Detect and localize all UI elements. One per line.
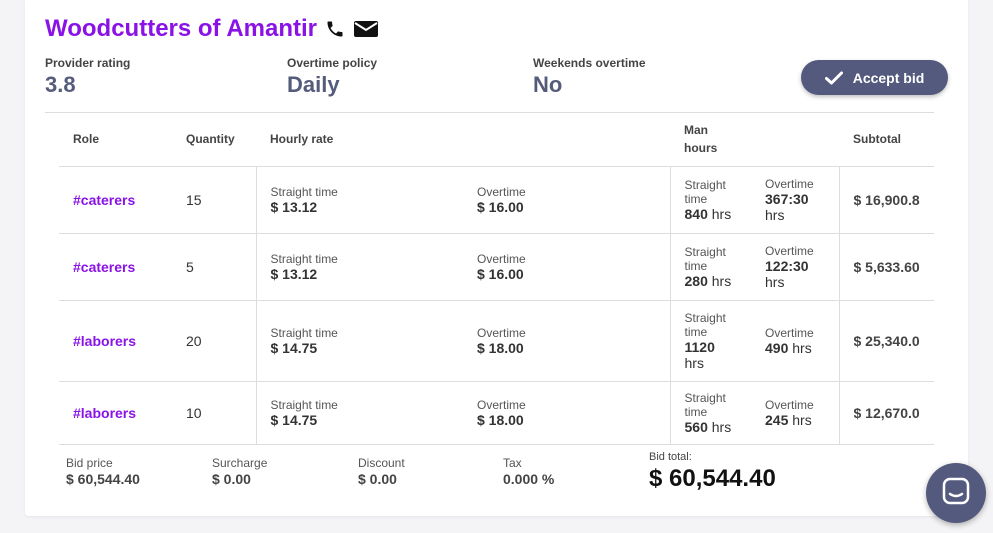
- quantity: 20: [186, 332, 202, 349]
- overtime-policy: Overtime policy Daily: [287, 56, 377, 98]
- role-link[interactable]: #laborers: [73, 332, 137, 349]
- bid-total-label: Bid total:: [649, 451, 692, 463]
- chat-icon: [941, 476, 971, 511]
- overtime-label: Overtime: [477, 325, 526, 340]
- mh-overtime-value: 245 hrs: [765, 411, 812, 428]
- role-link[interactable]: #caterers: [73, 258, 136, 275]
- mh-straight-value: 1120 hrs: [684, 338, 715, 371]
- row-subtotal: $ 12,670.0: [853, 404, 920, 421]
- straight-time-rate: $ 13.12: [270, 265, 318, 282]
- header-man-hours-line2: hours: [684, 141, 718, 156]
- surcharge-value: $ 0.00: [212, 471, 251, 487]
- provider-header: Woodcutters of Amantir: [45, 14, 379, 44]
- provider-rating-label: Provider rating: [45, 56, 131, 70]
- straight-time-label: Straight time: [270, 184, 338, 199]
- mh-straight-value: 840 hrs: [684, 205, 732, 222]
- straight-time-rate: $ 14.75: [270, 411, 318, 428]
- weekends-overtime-label: Weekends overtime: [533, 56, 646, 70]
- mh-overtime-value: 367:30 hrs: [765, 190, 809, 223]
- straight-time-label: Straight time: [270, 251, 338, 266]
- bid-table: Role Quantity Hourly rate Man hours Subt…: [59, 113, 934, 445]
- divider: [45, 112, 934, 113]
- bid-price: Bid price $ 60,544.40: [66, 456, 140, 487]
- provider-rating: Provider rating 3.8: [45, 56, 130, 98]
- quantity: 10: [186, 404, 202, 421]
- provider-name[interactable]: Woodcutters of Amantir: [45, 15, 318, 42]
- bid-total-value: $ 60,544.40: [649, 465, 776, 492]
- quantity: 15: [186, 191, 202, 208]
- mh-overtime-label: Overtime: [765, 325, 814, 340]
- quantity: 5: [186, 258, 194, 275]
- header-hourly-rate: Hourly rate: [270, 132, 334, 147]
- role-link[interactable]: #laborers: [73, 404, 137, 421]
- overtime-label: Overtime: [477, 251, 526, 266]
- envelope-icon[interactable]: [353, 19, 379, 39]
- header-man-hours: Man hours: [670, 113, 839, 166]
- bid-price-label: Bid price: [66, 456, 113, 470]
- bid-total: Bid total: $ 60,544.40: [649, 451, 776, 493]
- mh-overtime-value: 122:30 hrs: [765, 257, 809, 290]
- mh-overtime-label: Overtime: [765, 176, 814, 191]
- weekends-overtime: Weekends overtime No: [533, 56, 646, 98]
- straight-time-label: Straight time: [270, 325, 338, 340]
- weekends-overtime-value: No: [533, 72, 563, 97]
- discount-label: Discount: [358, 456, 405, 470]
- discount: Discount $ 0.00: [358, 456, 405, 487]
- overtime-rate: $ 18.00: [477, 411, 524, 428]
- mh-overtime-value: 490 hrs: [765, 339, 812, 356]
- mh-straight-label: Straight time: [684, 177, 726, 206]
- header-man-hours-line1: Man: [684, 123, 708, 138]
- mh-overtime-label: Overtime: [765, 397, 814, 412]
- surcharge: Surcharge $ 0.00: [212, 456, 267, 487]
- row-subtotal: $ 16,900.8: [853, 191, 920, 208]
- row-subtotal: $ 5,633.60: [853, 258, 920, 275]
- overtime-rate: $ 16.00: [477, 198, 524, 215]
- check-icon: [824, 71, 843, 85]
- tax-value: 0.000 %: [503, 471, 555, 487]
- mh-straight-label: Straight time: [684, 310, 726, 339]
- overtime-label: Overtime: [477, 397, 526, 412]
- header-subtotal: Subtotal: [853, 132, 901, 147]
- overtime-rate: $ 18.00: [477, 339, 524, 356]
- accept-bid-button[interactable]: Accept bid: [801, 60, 948, 95]
- table-row: #caterers 5 Straight time $ 13.12 Overtim…: [59, 232, 934, 300]
- overtime-rate: $ 16.00: [477, 265, 524, 282]
- mh-straight-label: Straight time: [684, 244, 726, 273]
- role-link[interactable]: #caterers: [73, 191, 136, 208]
- table-row: #laborers 10 Straight time $ 14.75 Overti…: [59, 380, 934, 445]
- overtime-policy-value: Daily: [287, 72, 340, 97]
- phone-icon[interactable]: [325, 19, 345, 39]
- surcharge-label: Surcharge: [212, 456, 268, 470]
- straight-time-rate: $ 13.12: [270, 198, 318, 215]
- mh-overtime-label: Overtime: [765, 243, 814, 258]
- header-quantity: Quantity: [186, 132, 235, 147]
- table-header: Role Quantity Hourly rate Man hours Subt…: [59, 113, 934, 166]
- mh-straight-value: 280 hrs: [684, 272, 732, 289]
- provider-rating-value: 3.8: [45, 72, 76, 97]
- straight-time-label: Straight time: [270, 397, 338, 412]
- row-subtotal: $ 25,340.0: [853, 332, 920, 349]
- accept-bid-label: Accept bid: [852, 69, 925, 86]
- overtime-label: Overtime: [477, 184, 526, 199]
- discount-value: $ 0.00: [358, 471, 397, 487]
- table-row: #laborers 20 Straight time $ 14.75 Overti…: [59, 299, 934, 381]
- straight-time-rate: $ 14.75: [270, 339, 318, 356]
- table-row: #caterers 15 Straight time $ 13.12 Overti…: [59, 165, 934, 233]
- bid-card: Woodcutters of Amantir Provider rating 3…: [25, 0, 968, 516]
- bid-price-value: $ 60,544.40: [66, 471, 140, 487]
- mh-straight-value: 560 hrs: [684, 418, 732, 435]
- chat-button[interactable]: [926, 463, 986, 523]
- tax-label: Tax: [503, 456, 522, 470]
- tax: Tax 0.000 %: [503, 456, 554, 487]
- overtime-policy-label: Overtime policy: [287, 56, 378, 70]
- mh-straight-label: Straight time: [684, 390, 726, 419]
- header-role: Role: [73, 132, 100, 147]
